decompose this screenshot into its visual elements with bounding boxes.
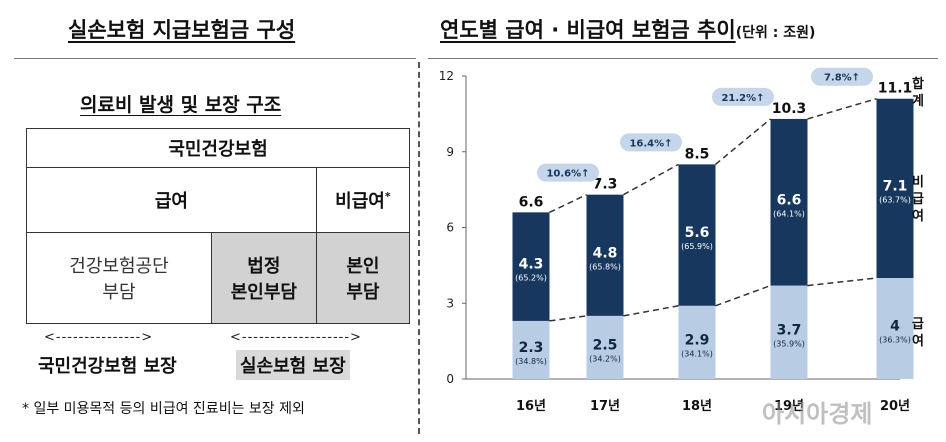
noncovered-value-label: 6.6 (777, 192, 802, 208)
bar-covered (512, 320, 550, 379)
covered-value-label: 2.5 (593, 337, 618, 353)
growth-badge (712, 87, 774, 106)
covered-label: 급여 (154, 191, 188, 212)
unit-label: (단위 : 조원) (735, 25, 816, 41)
growth-badge-label: 10.6%↑ (546, 169, 589, 180)
x-tick-label: 16년 (516, 399, 546, 414)
growth-badge (811, 67, 873, 86)
legend-noncovered-label: 여 (912, 208, 924, 224)
legend-total-label: 합 (912, 76, 924, 92)
nhis-burden-label: 건강보험공단 부담 (69, 256, 169, 303)
self-pay-cell: 본인 부담 (315, 232, 411, 324)
x-tick-label: 18년 (682, 399, 712, 414)
statutory-copay-cell: 법정 본인부담 (210, 232, 317, 324)
y-tick-label: 6 (446, 221, 454, 235)
growth-badge-label: 21.2%↑ (721, 93, 764, 104)
nhis-header-label: 국민건강보험 (168, 139, 268, 160)
nhis-range-arrow: <---------------> (44, 330, 154, 345)
right-title: 연도별 급여 · 비급여 보험금 추이(단위 : 조원) (440, 14, 815, 44)
noncovered-share-label: (63.7%) (879, 195, 911, 204)
x-tick-label: 20년 (880, 399, 910, 414)
bar-covered (586, 315, 624, 379)
bar-noncovered (512, 212, 550, 321)
left-title-divider (14, 58, 416, 59)
covered-trend-line (549, 315, 587, 322)
legend-covered-label: 급 (912, 317, 924, 332)
covered-trend-line (715, 284, 771, 307)
bar-noncovered (876, 98, 914, 278)
total-value-label: 8.5 (685, 146, 710, 162)
covered-trend-line (623, 305, 679, 317)
legend-covered-label: 여 (912, 333, 924, 349)
covered-share-label: (34.2%) (589, 354, 621, 363)
covered-share-label: (35.9%) (773, 339, 805, 348)
x-tick-label: 19년 (774, 399, 804, 414)
noncovered-mark: * (384, 190, 391, 203)
bar-noncovered (770, 118, 808, 286)
watermark: 아시아경제 (762, 400, 873, 428)
noncovered-share-label: (65.2%) (515, 274, 547, 283)
left-title: 실손보험 지급보험금 구성 (68, 18, 296, 42)
covered-share-label: (34.1%) (681, 349, 713, 358)
private-coverage-label: 실손보험 보장 (236, 350, 350, 380)
private-range-arrow: <-------------------> (230, 330, 362, 345)
noncovered-cell: 비급여* (315, 167, 411, 233)
covered-value-label: 4 (890, 319, 900, 335)
chart-title: 연도별 급여 · 비급여 보험금 추이 (440, 18, 736, 42)
total-value-label: 7.3 (593, 177, 618, 193)
growth-badge-label: 16.4%↑ (629, 138, 672, 149)
nhis-header-cell: 국민건강보험 (26, 128, 410, 168)
covered-share-label: (34.8%) (515, 357, 547, 366)
covered-share-label: (36.3%) (879, 336, 911, 345)
growth-badge (537, 163, 599, 182)
coverage-structure-table: 국민건강보험 급여 비급여* 건강보험공단 부담 법정 본인부담 본인 부담 (26, 128, 411, 324)
covered-trend-line (807, 277, 877, 287)
total-value-label: 10.3 (772, 101, 807, 117)
covered-cell: 급여 (26, 167, 317, 233)
noncovered-value-label: 7.1 (883, 178, 908, 194)
total-value-label: 6.6 (519, 194, 544, 210)
bar-noncovered (586, 194, 624, 316)
y-tick-label: 3 (446, 296, 454, 310)
bar-noncovered (678, 164, 716, 306)
growth-badge (620, 133, 682, 152)
y-tick-label: 12 (439, 69, 454, 83)
legend-noncovered-label: 비 (912, 175, 924, 190)
covered-value-label: 2.9 (685, 332, 710, 348)
noncovered-label: 비급여 (335, 191, 385, 212)
total-trend-line (715, 118, 771, 165)
legend-noncovered-label: 급 (912, 192, 924, 207)
noncovered-value-label: 4.8 (593, 245, 618, 261)
covered-value-label: 2.3 (519, 340, 544, 356)
panel-divider (418, 62, 420, 434)
right-title-divider (428, 58, 938, 59)
y-tick-label: 0 (446, 372, 454, 386)
covered-value-label: 3.7 (777, 322, 802, 338)
x-tick-label: 17년 (590, 399, 620, 414)
statutory-copay-label: 법정 본인부담 (230, 256, 297, 303)
growth-badge-label: 7.8%↑ (824, 73, 860, 84)
total-value-label: 11.1 (878, 81, 913, 97)
legend-total-label: 계 (912, 94, 924, 109)
nhis-coverage-label: 국민건강보험 보장 (38, 356, 177, 377)
bar-covered (678, 305, 716, 379)
self-pay-label: 본인 부담 (346, 256, 380, 303)
total-trend-line (549, 193, 587, 214)
noncovered-share-label: (65.8%) (589, 262, 621, 271)
bar-covered (770, 285, 808, 379)
noncovered-share-label: (65.9%) (681, 242, 713, 251)
noncovered-share-label: (64.1%) (773, 209, 805, 218)
structure-subtitle: 의료비 발생 및 보장 구조 (80, 94, 282, 116)
footnote: * 일부 미용목적 등의 비급여 진료비는 보장 제외 (22, 401, 305, 417)
total-trend-line (807, 98, 877, 120)
bar-covered (876, 278, 914, 379)
noncovered-value-label: 5.6 (685, 225, 710, 241)
nhis-burden-cell: 건강보험공단 부담 (26, 232, 212, 324)
y-tick-label: 9 (446, 145, 454, 159)
noncovered-value-label: 4.3 (519, 257, 544, 273)
total-trend-line (623, 163, 679, 196)
